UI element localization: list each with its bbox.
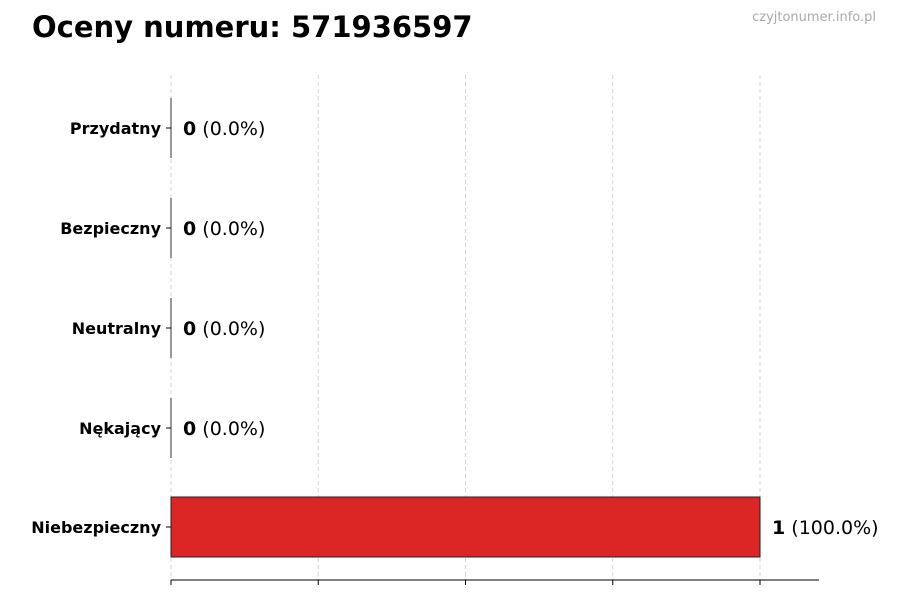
category-label: Neutralny <box>72 319 162 338</box>
value-label: 0 (0.0%) <box>183 418 265 440</box>
value-label: 0 (0.0%) <box>183 318 265 340</box>
value-count: 0 <box>183 318 196 340</box>
value-count: 0 <box>183 218 196 240</box>
value-label: 0 (0.0%) <box>183 218 265 240</box>
value-label: 0 (0.0%) <box>183 118 265 140</box>
value-count: 1 <box>772 517 785 539</box>
value-label: 1 (100.0%) <box>772 517 879 539</box>
value-percent: (0.0%) <box>202 418 265 440</box>
value-percent: (0.0%) <box>202 118 265 140</box>
value-percent: (0.0%) <box>202 318 265 340</box>
bar-niebezpieczny <box>170 496 761 558</box>
value-percent: (100.0%) <box>791 517 878 539</box>
value-count: 0 <box>183 118 196 140</box>
category-label: Niebezpieczny <box>31 518 161 537</box>
category-label: Przydatny <box>70 119 162 138</box>
watermark: czyjtonumer.info.pl <box>752 10 876 25</box>
value-count: 0 <box>183 418 196 440</box>
chart-title: Oceny numeru: 571936597 <box>32 10 473 44</box>
value-percent: (0.0%) <box>202 218 265 240</box>
category-label: Nękający <box>79 419 161 438</box>
category-label: Bezpieczny <box>60 219 161 238</box>
